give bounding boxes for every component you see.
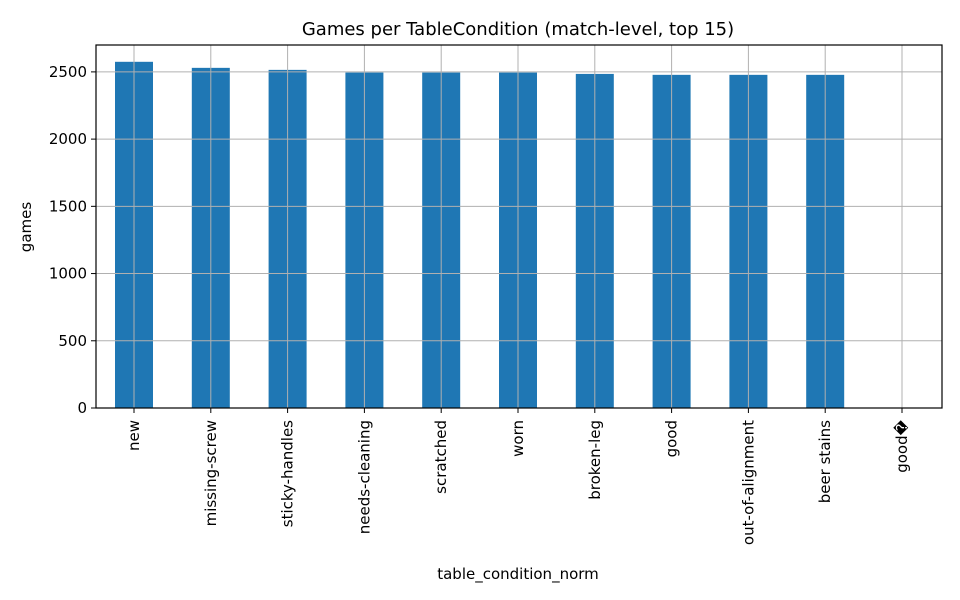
chart-title: Games per TableCondition (match-level, t… xyxy=(302,19,734,40)
x-tick-label: good� xyxy=(893,419,911,472)
x-tick-label: out-of-alignment xyxy=(739,420,757,545)
bars-layer xyxy=(115,61,845,409)
x-tick-label: sticky-handles xyxy=(279,420,297,527)
y-axis-title: games xyxy=(17,202,35,253)
x-tick-label: worn xyxy=(509,420,527,457)
plot-frame xyxy=(95,44,943,409)
y-tick-label: 2500 xyxy=(49,63,87,81)
y-tick-label: 500 xyxy=(58,332,87,350)
x-tick-label: good xyxy=(663,420,681,457)
x-tick-label: scratched xyxy=(432,420,450,494)
x-tick-label: broken-leg xyxy=(586,420,604,500)
x-axis: new missing-screw sticky-handles needs-clea… xyxy=(125,408,911,545)
x-tick-label: missing-screw xyxy=(202,420,220,526)
y-axis: 0 500 1000 1500 2000 2500 xyxy=(49,63,96,417)
x-tick-label: new xyxy=(125,420,143,451)
y-tick-label: 1000 xyxy=(49,265,87,283)
x-tick-label: needs-cleaning xyxy=(355,420,373,534)
x-axis-title: table_condition_norm xyxy=(437,565,599,584)
y-tick-label: 2000 xyxy=(49,130,87,148)
y-tick-label: 1500 xyxy=(49,197,87,215)
y-tick-label: 0 xyxy=(77,399,87,417)
x-tick-label: beer stains xyxy=(816,420,834,503)
